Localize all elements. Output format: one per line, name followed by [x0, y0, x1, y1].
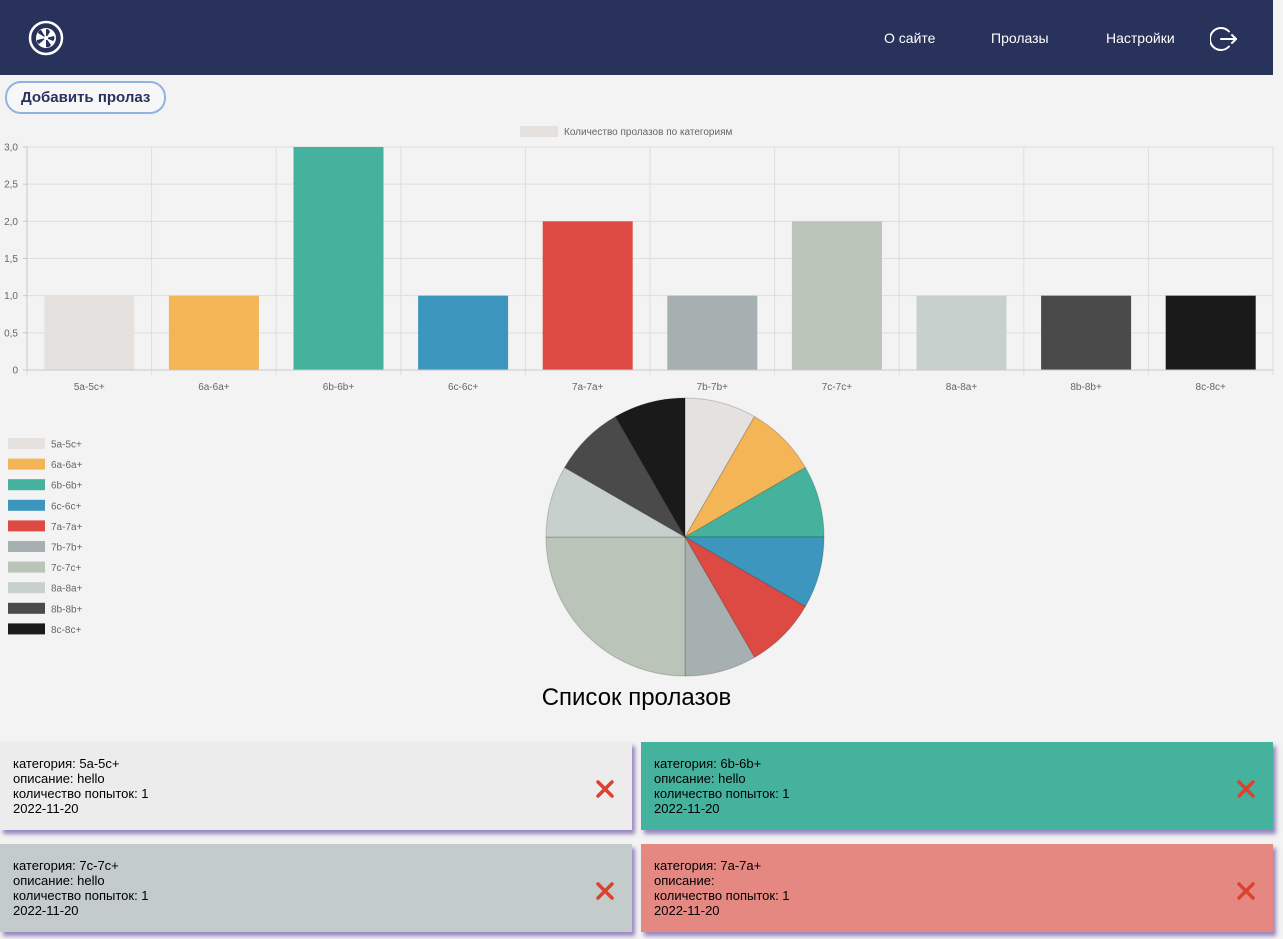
pie-legend-label: 7b-7b+: [51, 543, 83, 554]
pie-slice[interactable]: [684, 535, 756, 677]
pie-slice[interactable]: [683, 535, 807, 659]
card-attempts: количество попыток: 1: [654, 888, 790, 903]
scrollbar-gutter: [1273, 0, 1283, 939]
bar[interactable]: [667, 295, 758, 370]
card-category: категория: 5a-5c+: [13, 756, 120, 771]
pie-legend-label: 7c-7c+: [51, 563, 81, 574]
pie-slice[interactable]: [683, 536, 825, 608]
list-title: Список пролазов: [541, 684, 732, 711]
bar[interactable]: [418, 295, 509, 370]
bar-xtick-label: 6a-6a+: [198, 382, 230, 393]
bar-legend-swatch[interactable]: [520, 126, 558, 137]
nav-link-about[interactable]: О сайте: [884, 30, 936, 46]
pie-legend-swatch[interactable]: [8, 479, 45, 491]
prolaz-card: категория: 5a-5c+ описание: hello количе…: [0, 742, 632, 830]
bar-xtick-label: 6b-6b+: [323, 382, 355, 393]
pie-slice[interactable]: [684, 397, 756, 539]
bar-ytick-label: 2,0: [4, 217, 18, 228]
card-category: категория: 6b-6b+: [654, 756, 762, 771]
delete-icon[interactable]: [596, 882, 614, 900]
bar[interactable]: [293, 147, 384, 370]
card-date: 2022-11-20: [13, 801, 79, 816]
pie-legend-swatch[interactable]: [8, 561, 45, 573]
card-description: описание: hello: [13, 771, 105, 786]
pie-legend-swatch[interactable]: [8, 458, 45, 470]
pie-legend-swatch[interactable]: [8, 602, 45, 614]
pie-legend-swatch[interactable]: [8, 541, 45, 552]
pie-slice[interactable]: [683, 466, 825, 538]
bar[interactable]: [1041, 295, 1132, 370]
pie-slice[interactable]: [563, 415, 687, 539]
bar-ytick-label: 3,0: [4, 143, 18, 154]
card-category: категория: 7a-7a+: [654, 858, 762, 873]
card-attempts: количество попыток: 1: [654, 786, 790, 801]
card-attempts: количество попыток: 1: [13, 888, 149, 903]
bar-xtick-label: 6c-6c+: [448, 382, 478, 393]
card-description: описание: hello: [654, 771, 746, 786]
delete-icon[interactable]: [1237, 780, 1255, 798]
pie-slice[interactable]: [614, 397, 686, 539]
prolaz-card: категория: 7c-7c+ описание: hello количе…: [0, 844, 632, 932]
pie-legend-swatch[interactable]: [8, 520, 45, 532]
bar-ytick-label: 0: [12, 366, 18, 377]
bar-ytick-label: 2,5: [4, 180, 18, 191]
delete-icon[interactable]: [1237, 882, 1255, 900]
bar-legend-label: Количество пролазов по категориям: [564, 127, 732, 138]
pie-legend-label: 6b-6b+: [51, 481, 83, 492]
bar[interactable]: [44, 295, 135, 370]
card-description: описание:: [654, 873, 715, 888]
bar-ytick-label: 1,5: [4, 254, 18, 265]
pie-legend-swatch[interactable]: [8, 582, 45, 594]
bar[interactable]: [168, 295, 259, 370]
bar-xtick-label: 8b-8b+: [1070, 382, 1102, 393]
bar-xtick-label: 7a-7a+: [572, 382, 604, 393]
pie-legend-label: 8b-8b+: [51, 604, 83, 615]
card-category: категория: 7c-7c+: [13, 858, 119, 873]
add-prolaz-button[interactable]: Добавить пролаз: [5, 81, 167, 114]
nav-link-settings[interactable]: Настройки: [1106, 30, 1175, 46]
pie-legend-label: 7a-7a+: [51, 522, 83, 533]
app-logo-icon[interactable]: [28, 20, 64, 56]
bar[interactable]: [1165, 295, 1256, 370]
card-attempts: количество попыток: 1: [13, 786, 149, 801]
bar[interactable]: [542, 221, 633, 370]
prolaz-card: категория: 6b-6b+ описание: hello количе…: [641, 742, 1273, 830]
logout-icon[interactable]: [1210, 25, 1238, 53]
pie-slice[interactable]: [545, 536, 686, 677]
pie-legend-label: 8a-8a+: [51, 584, 83, 595]
pie-legend-label: 6a-6a+: [51, 460, 83, 471]
pie-slice[interactable]: [545, 466, 687, 538]
bar[interactable]: [791, 221, 882, 370]
bar-xtick-label: 7c-7c+: [822, 382, 852, 393]
card-date: 2022-11-20: [13, 903, 79, 918]
prolaz-card: категория: 7a-7a+ описание: количество п…: [641, 844, 1273, 932]
bar-ytick-label: 1,0: [4, 291, 18, 302]
pie-chart: 5a-5c+ 6a-6a+ 6b-6b+ 6c-6c+ 7a-7a+ 7b-7b+ 7c-7…: [8, 397, 825, 677]
pie-slice[interactable]: [683, 415, 807, 539]
pie-legend-label: 6c-6c+: [51, 501, 81, 512]
pie-legend-label: 8c-8c+: [51, 625, 81, 636]
pie-legend-swatch[interactable]: [8, 623, 45, 635]
card-description: описание: hello: [13, 873, 105, 888]
bar-xtick-label: 8a-8a+: [946, 382, 978, 393]
bar-xtick-label: 8c-8c+: [1196, 382, 1226, 393]
top-navbar: О сайте Пролазы Настройки: [0, 0, 1273, 75]
bar-ytick-label: 0,5: [4, 328, 18, 339]
card-date: 2022-11-20: [654, 903, 720, 918]
pie-legend-swatch[interactable]: [8, 499, 45, 511]
nav-link-prolazy[interactable]: Пролазы: [991, 30, 1049, 46]
delete-icon[interactable]: [596, 780, 614, 798]
card-date: 2022-11-20: [654, 801, 720, 816]
pie-legend-label: 5a-5c+: [51, 440, 82, 451]
bar-xtick-label: 5a-5c+: [74, 382, 105, 393]
pie-legend-swatch[interactable]: [8, 438, 45, 449]
bar-xtick-label: 7b-7b+: [697, 382, 729, 393]
bar-chart: Количество пролазов по категориям 0 0,5 1,0…: [4, 126, 1274, 393]
bar[interactable]: [916, 295, 1007, 370]
